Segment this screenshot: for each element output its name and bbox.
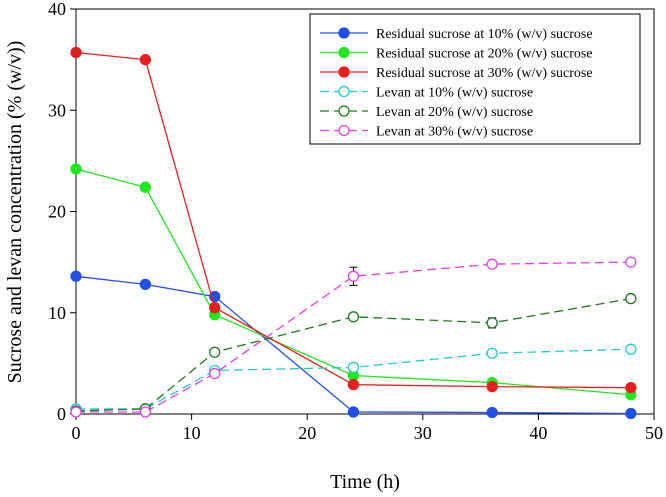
data-point <box>486 347 498 359</box>
data-point <box>139 53 152 66</box>
data-point <box>70 46 82 59</box>
data-point <box>139 181 152 193</box>
data-point <box>347 378 360 391</box>
series-5 <box>70 292 637 417</box>
y-tick-label: 30 <box>48 100 66 120</box>
series-layer <box>70 46 637 420</box>
series-1 <box>70 270 637 420</box>
data-point <box>70 163 82 175</box>
legend-swatch-marker <box>338 105 350 117</box>
data-point <box>139 278 152 291</box>
data-point <box>347 361 360 374</box>
data-point <box>70 406 82 418</box>
legend-entry: Levan at 20% (w/v) sucrose <box>376 105 533 120</box>
x-tick-label: 50 <box>645 423 663 443</box>
legend-swatch-marker <box>338 27 350 39</box>
legend-entry: Residual sucrose at 20% (w/v) sucrose <box>376 47 593 62</box>
data-point <box>347 311 360 323</box>
data-point <box>625 292 637 305</box>
legend-entry: Residual sucrose at 10% (w/v) sucrose <box>376 27 593 42</box>
series-3 <box>70 46 637 394</box>
data-point <box>486 406 498 419</box>
x-tick-label: 10 <box>183 423 201 443</box>
y-tick-label: 10 <box>48 303 66 323</box>
data-point <box>70 270 82 282</box>
legend-swatch-marker <box>338 124 350 137</box>
legend-swatch-marker <box>338 85 350 98</box>
y-tick-label: 40 <box>48 0 66 19</box>
legend-entry: Residual sucrose at 30% (w/v) sucrose <box>376 66 593 81</box>
data-point <box>209 302 221 314</box>
data-point <box>139 406 152 418</box>
legend-swatch-marker <box>338 46 350 59</box>
data-point <box>486 258 498 270</box>
data-point <box>625 343 637 355</box>
data-point <box>486 381 498 393</box>
data-point <box>209 367 221 380</box>
x-tick-label: 20 <box>298 423 316 443</box>
series-line <box>75 168 631 396</box>
legend: Residual sucrose at 10% (w/v) sucrose Res… <box>309 13 641 145</box>
x-tick-label: 0 <box>72 423 81 443</box>
data-point <box>625 382 637 394</box>
data-point <box>625 407 637 420</box>
x-tick-label: 30 <box>414 423 432 443</box>
x-axis-label: Time (h) <box>330 471 400 493</box>
legend-swatch-marker <box>338 66 350 78</box>
series-6 <box>70 256 637 418</box>
series-line <box>76 261 631 413</box>
data-point <box>209 346 221 358</box>
y-axis-label: Sucrose and levan concentration (% (w/v)… <box>4 41 26 384</box>
data-point <box>347 406 360 418</box>
series-line <box>75 275 631 415</box>
data-point <box>486 317 498 329</box>
series-line <box>75 51 631 389</box>
x-tick-label: 40 <box>529 423 547 443</box>
axes-group: 0 10 20 30 40 50 0 10 20 30 40 <box>48 0 663 443</box>
y-tick-label: 20 <box>48 202 66 222</box>
data-point <box>347 270 360 282</box>
legend-entry: Levan at 30% (w/v) sucrose <box>376 125 533 140</box>
y-tick-label: 0 <box>57 404 66 424</box>
legend-entry: Levan at 10% (w/v) sucrose <box>376 86 533 101</box>
data-point <box>625 256 637 268</box>
series-line <box>75 297 631 412</box>
legend-box <box>309 13 641 145</box>
